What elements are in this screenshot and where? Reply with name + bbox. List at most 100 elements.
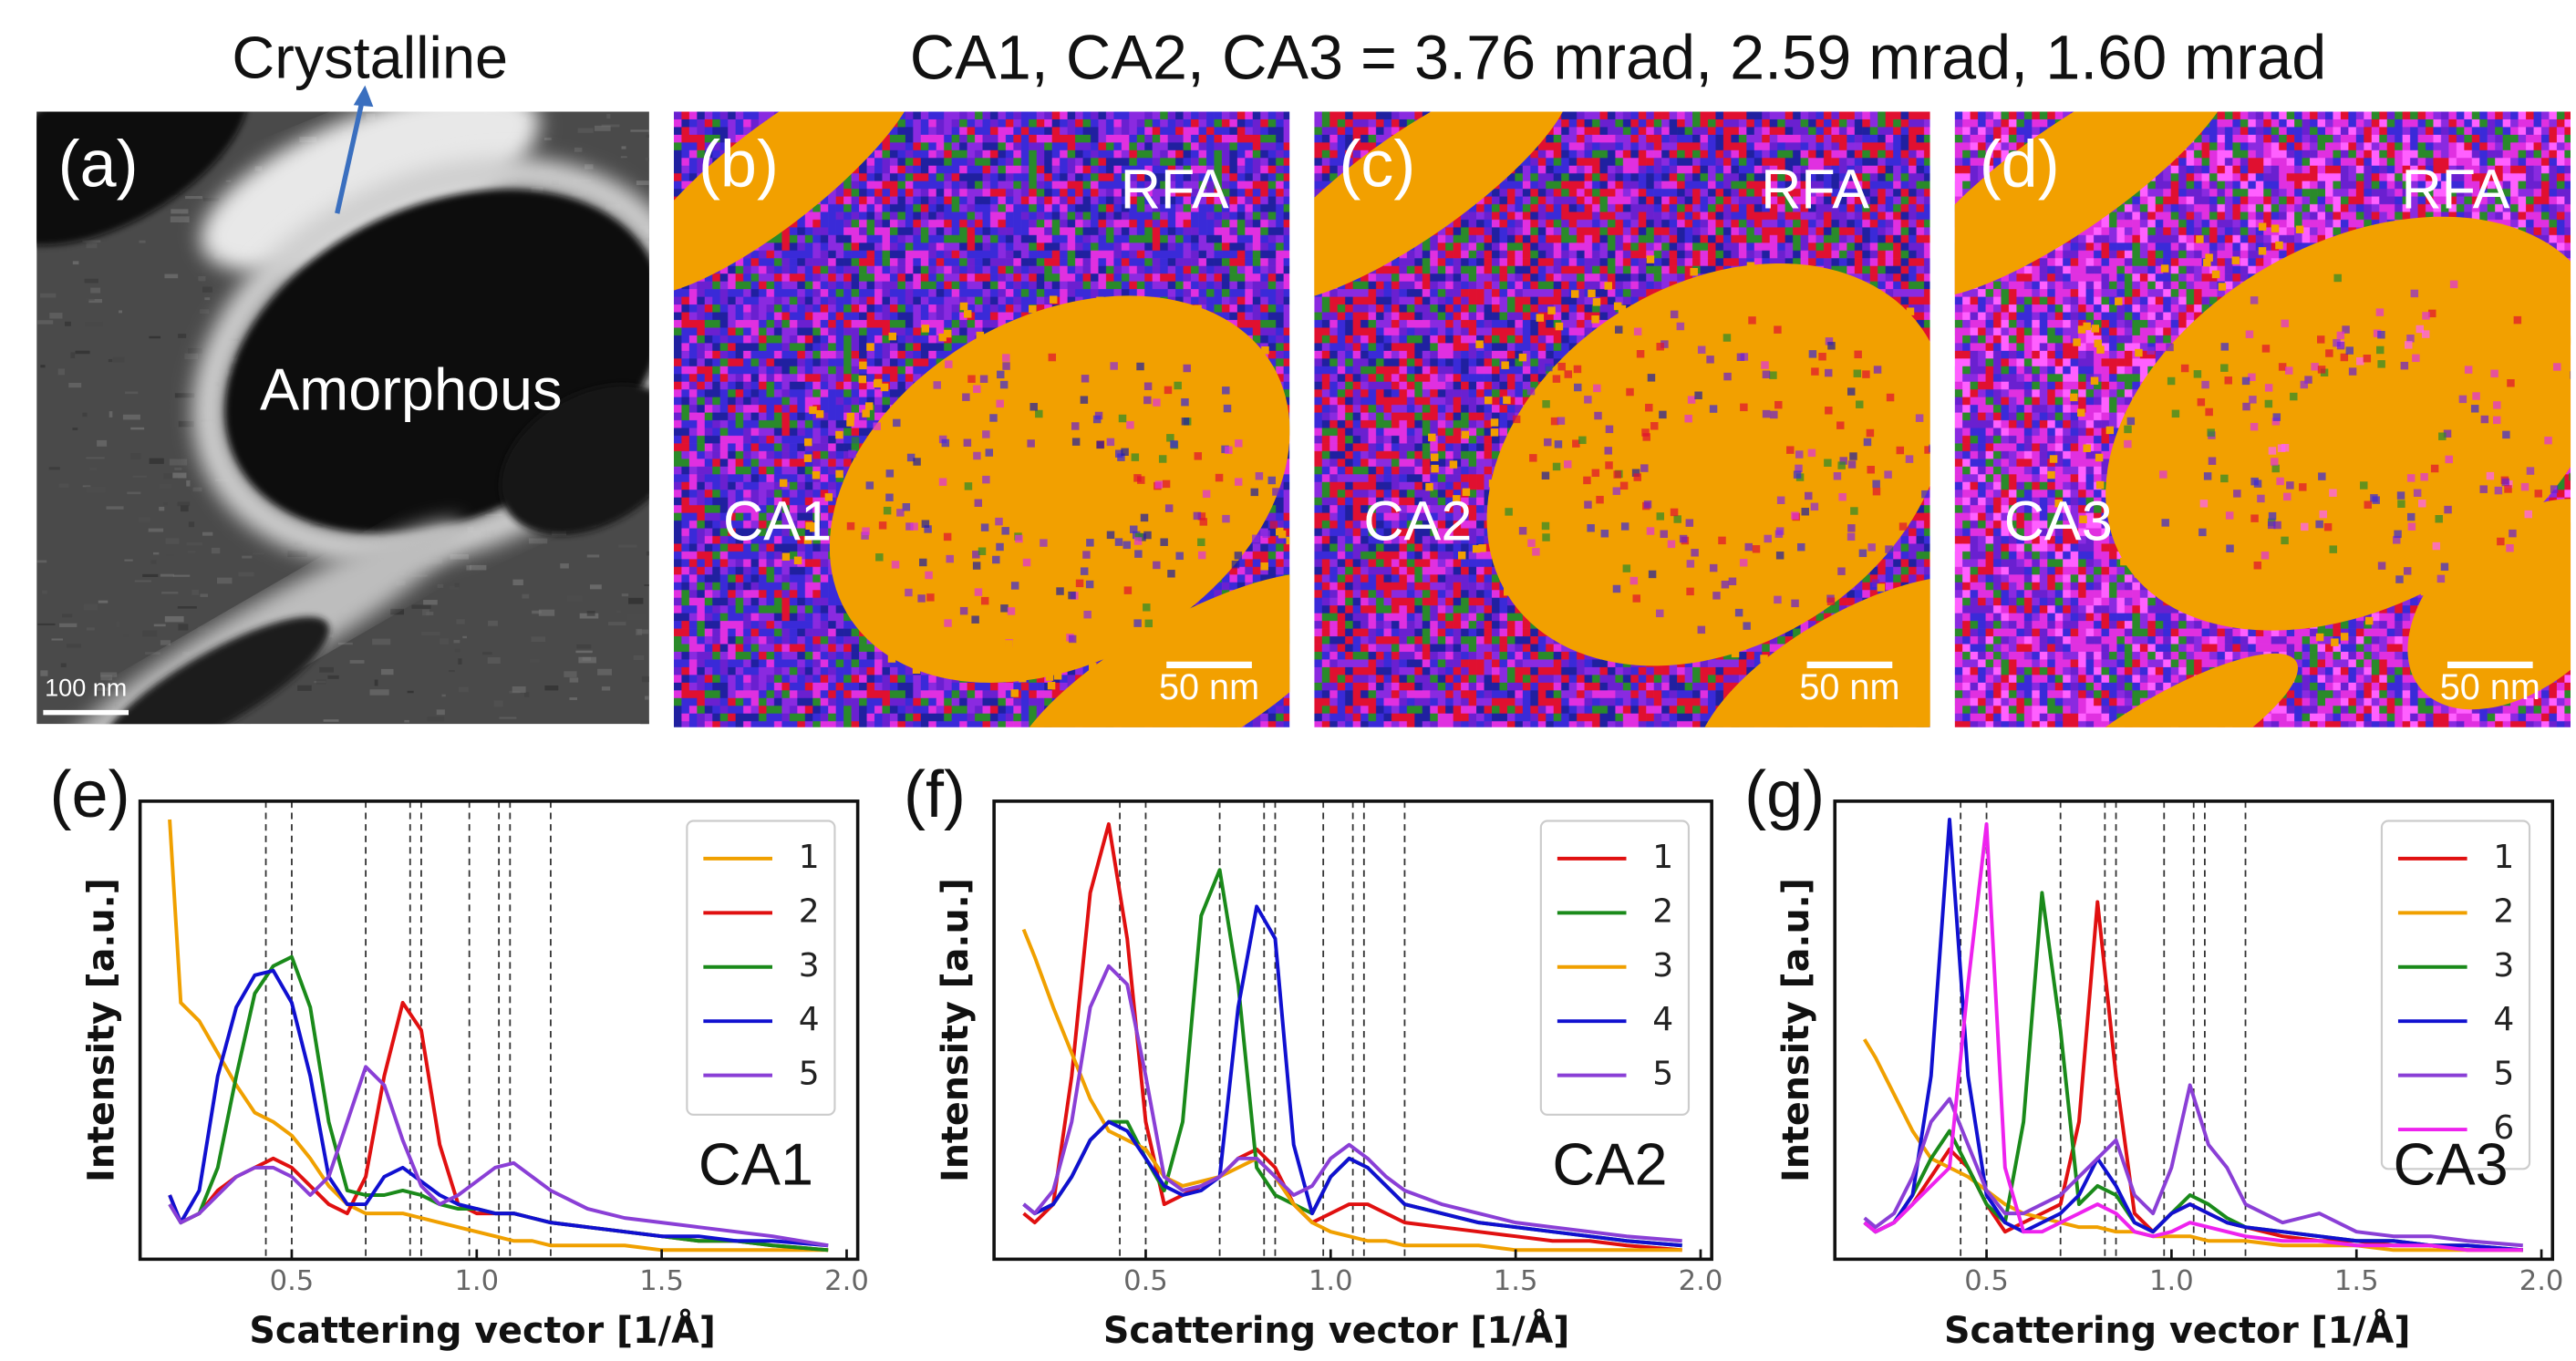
x-axis-label: Scattering vector [1/Å] — [1944, 1310, 2410, 1352]
texture-speck — [48, 467, 60, 470]
cluster-speck — [1136, 362, 1144, 371]
cluster-speck — [1793, 470, 1802, 479]
cluster-speck — [878, 521, 887, 530]
y-axis-label: Intensity [a.u.] — [1775, 878, 1817, 1182]
cluster-speck — [2329, 545, 2337, 553]
cluster-speck — [2205, 407, 2213, 417]
cluster-speck — [793, 556, 802, 565]
cluster-speck — [2315, 520, 2323, 529]
cluster-speck — [2412, 354, 2420, 363]
cluster-speck — [1808, 350, 1817, 358]
cluster-speck — [2325, 349, 2333, 357]
texture-speck — [108, 358, 113, 363]
cluster-speck — [1660, 624, 1669, 632]
cluster-speck — [1728, 577, 1737, 586]
cluster-speck — [837, 525, 845, 534]
cluster-speck — [1748, 316, 1756, 325]
texture-speck — [142, 573, 159, 578]
cluster-speck — [1305, 404, 1312, 411]
cluster-speck — [846, 521, 855, 531]
texture-speck — [138, 517, 150, 522]
texture-speck — [96, 687, 109, 691]
cluster-speck — [2430, 464, 2439, 473]
cluster-speck — [2257, 494, 2265, 503]
cluster-speck — [1886, 393, 1895, 402]
cluster-speck — [1584, 396, 1592, 404]
cluster-speck — [1106, 531, 1115, 540]
orange-cluster — [1954, 111, 2234, 299]
cluster-speck — [2253, 479, 2262, 488]
texture-speck — [89, 468, 98, 470]
cluster-speck — [2337, 589, 2346, 597]
cluster-speck — [959, 302, 968, 311]
cluster-speck — [2498, 284, 2507, 293]
texture-speck — [85, 321, 103, 327]
texture-speck — [178, 420, 194, 428]
cluster-speck — [2570, 371, 2571, 379]
cluster-speck — [2528, 290, 2536, 298]
cluster-speck — [1526, 387, 1536, 396]
cluster-speck — [858, 375, 867, 384]
cluster-speck — [1080, 396, 1089, 404]
cluster-speck — [1934, 377, 1941, 385]
cluster-speck — [2161, 519, 2169, 527]
cluster-speck — [2432, 541, 2441, 551]
cluster-speck — [1591, 469, 1600, 478]
panel-label: (b) — [698, 129, 779, 201]
texture-speck — [84, 278, 98, 284]
texture-speck — [49, 313, 63, 319]
dark-region — [36, 111, 249, 246]
x-tick-label: 1.5 — [1494, 1265, 1538, 1297]
cluster-speck — [1578, 436, 1587, 445]
texture-speck — [645, 158, 649, 161]
cluster-speck — [1866, 428, 1875, 438]
cluster-speck — [1706, 356, 1714, 364]
texture-speck — [161, 592, 179, 594]
texture-speck — [575, 650, 593, 654]
cluster-speck — [1457, 552, 1466, 560]
cluster-speck — [901, 598, 909, 607]
cluster-speck — [2225, 511, 2234, 520]
texture-speck — [149, 458, 164, 464]
texture-speck — [456, 619, 465, 624]
cluster-speck — [1462, 488, 1471, 497]
cluster-speck — [1612, 487, 1621, 495]
cluster-speck — [1135, 532, 1143, 541]
cluster-speck — [779, 479, 788, 488]
cluster-speck — [1000, 604, 1009, 613]
cluster-speck — [2272, 413, 2281, 421]
cluster-speck — [2423, 623, 2431, 632]
cluster-speck — [2333, 273, 2342, 283]
cluster-speck — [1795, 464, 1803, 473]
texture-speck — [532, 610, 542, 614]
cluster-speck — [1056, 587, 1064, 595]
cluster-speck — [980, 523, 989, 531]
cluster-speck — [1807, 449, 1816, 458]
cluster-speck — [2420, 587, 2429, 596]
cluster-speck — [1162, 479, 1171, 489]
cluster-speck — [2318, 472, 2326, 480]
cluster-speck — [2494, 486, 2503, 495]
cluster-speck — [2394, 530, 2402, 539]
cluster-speck — [2336, 341, 2345, 350]
cluster-speck — [1503, 588, 1512, 596]
cluster-speck — [1583, 476, 1591, 485]
cluster-speck — [2569, 294, 2571, 303]
cluster-speck — [2443, 429, 2452, 438]
cluster-speck — [803, 536, 812, 544]
cluster-speck — [1222, 387, 1230, 395]
cluster-speck — [1648, 570, 1657, 579]
cluster-speck — [2446, 269, 2454, 278]
cluster-speck — [1137, 476, 1145, 484]
cluster-speck — [1676, 322, 1685, 331]
cluster-speck — [1761, 361, 1769, 369]
cluster-speck — [2250, 514, 2259, 522]
cluster-speck — [1709, 563, 1718, 572]
cluster-speck — [1837, 567, 1846, 575]
cluster-speck — [2396, 491, 2405, 500]
cluster-speck — [989, 414, 998, 422]
texture-speck — [569, 677, 579, 683]
cluster-speck — [1139, 683, 1148, 691]
cluster-speck — [1019, 674, 1027, 683]
cluster-speck — [2393, 536, 2401, 544]
